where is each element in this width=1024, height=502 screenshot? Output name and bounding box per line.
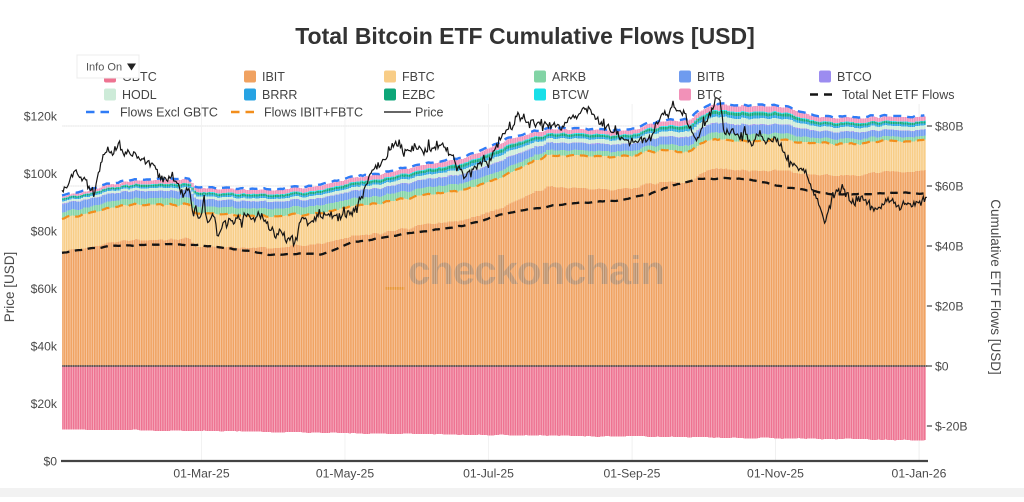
svg-text:BTC: BTC — [697, 88, 722, 102]
svg-text:$100k: $100k — [24, 167, 58, 181]
svg-text:BTCO: BTCO — [837, 70, 872, 84]
svg-text:$20B: $20B — [935, 299, 963, 313]
svg-text:EZBC: EZBC — [402, 88, 435, 102]
svg-text:Total Bitcoin ETF Cumulative F: Total Bitcoin ETF Cumulative Flows [USD] — [295, 23, 755, 49]
svg-text:Flows Excl GBTC: Flows Excl GBTC — [120, 106, 218, 120]
svg-text:01-Mar-25: 01-Mar-25 — [173, 467, 229, 481]
svg-text:BITB: BITB — [697, 70, 725, 84]
svg-text:Total Net ETF Flows: Total Net ETF Flows — [842, 88, 955, 102]
svg-text:BRRR: BRRR — [262, 88, 297, 102]
svg-text:01-Sep-25: 01-Sep-25 — [604, 467, 661, 481]
svg-text:$60B: $60B — [935, 179, 963, 193]
svg-text:$80B: $80B — [935, 119, 963, 133]
svg-text:01-Nov-25: 01-Nov-25 — [747, 467, 804, 481]
svg-text:FBTC: FBTC — [402, 70, 435, 84]
svg-text:Flows IBIT+FBTC: Flows IBIT+FBTC — [264, 106, 363, 120]
svg-text:$0: $0 — [43, 454, 57, 468]
svg-text:$60k: $60k — [31, 282, 58, 296]
svg-text:HODL: HODL — [122, 88, 157, 102]
svg-text:$-20B: $-20B — [935, 419, 968, 433]
svg-text:Price: Price — [415, 106, 444, 120]
svg-text:$40B: $40B — [935, 239, 963, 253]
svg-text:Price [USD]: Price [USD] — [2, 252, 17, 323]
svg-text:01-Jan-26: 01-Jan-26 — [892, 467, 947, 481]
svg-text:Cumulative ETF Flows [USD]: Cumulative ETF Flows [USD] — [988, 199, 1003, 375]
svg-text:IBIT: IBIT — [262, 70, 285, 84]
svg-text:$80k: $80k — [31, 224, 58, 238]
svg-text:$0: $0 — [935, 359, 949, 373]
svg-text:$20k: $20k — [31, 397, 58, 411]
svg-text:$40k: $40k — [31, 339, 58, 353]
svg-text:Info On: Info On — [86, 62, 122, 74]
svg-text:$120k: $120k — [24, 109, 58, 123]
svg-text:01-Jul-25: 01-Jul-25 — [463, 467, 514, 481]
svg-text:BTCW: BTCW — [552, 88, 589, 102]
svg-text:01-May-25: 01-May-25 — [316, 467, 374, 481]
svg-text:ARKB: ARKB — [552, 70, 586, 84]
